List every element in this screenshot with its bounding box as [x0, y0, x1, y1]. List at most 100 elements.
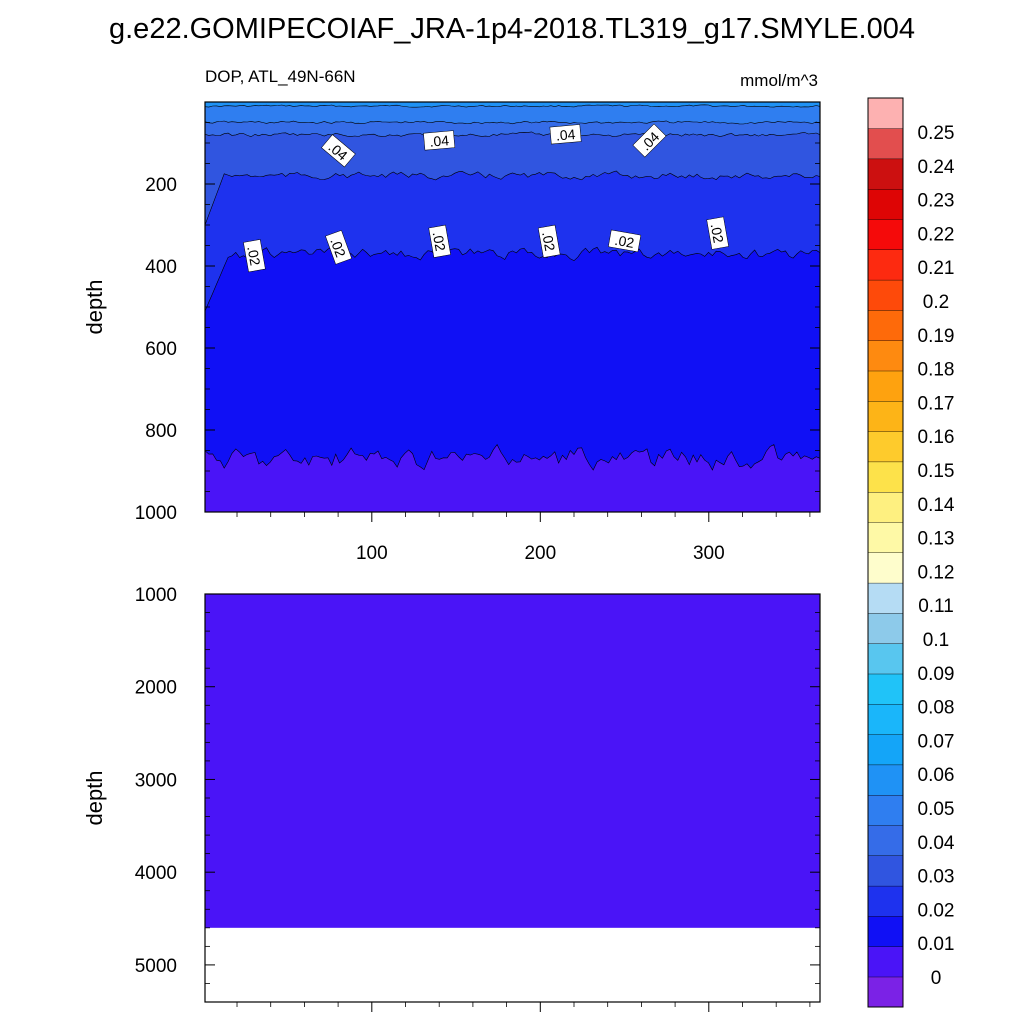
deep-ocean-fill	[205, 594, 820, 928]
colorbar-swatch	[867, 552, 904, 584]
svg-text:.02: .02	[614, 232, 636, 251]
y-tick-label: 1000	[135, 503, 177, 524]
variable-label: DOP, ATL_49N-66N	[205, 67, 356, 86]
colorbar-label: 0.02	[918, 900, 955, 921]
colorbar-swatch	[867, 431, 904, 463]
colorbar-swatch	[867, 249, 904, 281]
colorbar-label: 0.22	[918, 224, 955, 245]
colorbar-label: 0.07	[918, 731, 955, 752]
svg-text:.02: .02	[430, 230, 449, 252]
x-tick-label: 100	[356, 543, 388, 564]
lower-panel-fill	[205, 594, 820, 928]
contour-band-0.055	[205, 102, 820, 124]
y-tick-label: 5000	[135, 956, 177, 977]
colorbar-swatch	[867, 612, 904, 644]
colorbar-swatch	[867, 188, 904, 220]
colorbar-swatch	[867, 764, 904, 796]
x-tick-label: 300	[693, 543, 725, 564]
colorbar-swatch	[867, 976, 904, 1008]
contour-line-0.04	[204, 131, 821, 138]
upper-panel-contour-fills	[205, 102, 820, 512]
colorbar-label: 0.08	[918, 698, 955, 719]
lower-panel-axes: 1000 2000 3000 4000 5000	[135, 585, 820, 1012]
colorbar-swatch	[867, 794, 904, 826]
colorbar-label: 0	[931, 968, 942, 989]
contour-line-0.03	[204, 170, 821, 226]
colorbar-label: 0.16	[918, 427, 955, 448]
contour-line-0.05	[204, 120, 821, 125]
colorbar-label: 0.23	[918, 191, 955, 212]
colorbar-label: 0.24	[918, 157, 955, 178]
svg-text:.04: .04	[555, 126, 576, 144]
colorbar-label: 0.03	[918, 867, 955, 888]
colorbar-swatch	[867, 370, 904, 402]
colorbar-label: 0.14	[918, 495, 955, 516]
contour-line-0.01	[204, 444, 821, 471]
colorbar-swatch	[867, 340, 904, 372]
svg-text:.02: .02	[708, 222, 727, 244]
contour-label: .02	[537, 224, 561, 258]
upper-panel-contour-labels: .04.04.04.04.02.02.02.02.02.02	[243, 123, 729, 273]
colorbar-swatch	[867, 97, 904, 129]
colorbar-label: 0.19	[918, 326, 955, 347]
colorbar-label: 0.12	[918, 562, 955, 583]
y-tick-label: 4000	[135, 863, 177, 884]
svg-text:.02: .02	[539, 230, 558, 252]
x-tick-label: 200	[524, 543, 556, 564]
colorbar-swatch	[867, 218, 904, 250]
colorbar-swatch	[867, 279, 904, 311]
lower-depth-panel: 1000 2000 3000 4000 5000 depth	[82, 585, 821, 1012]
y-tick-label: 200	[145, 175, 177, 196]
colorbar-swatch	[867, 915, 904, 947]
colorbar-label: 0.15	[918, 461, 955, 482]
units-label: mmol/m^3	[740, 71, 818, 90]
contour-label: .02	[706, 216, 729, 250]
colorbar-swatch	[867, 491, 904, 523]
colorbar-label: 0.2	[923, 292, 949, 313]
y-tick-label: 800	[145, 421, 177, 442]
colorbar-swatch	[867, 673, 904, 705]
colorbar-swatch	[867, 855, 904, 887]
upper-depth-panel: .04.04.04.04.02.02.02.02.02.02 200400600…	[82, 101, 821, 564]
colorbar-label: 0.17	[918, 393, 955, 414]
colorbar-swatch	[867, 309, 904, 341]
colorbar-swatch	[867, 703, 904, 735]
colorbar-label: 0.25	[918, 123, 955, 144]
colorbar-swatch	[867, 825, 904, 857]
colorbar-swatch	[867, 946, 904, 978]
colorbar-swatch	[867, 400, 904, 432]
y-tick-label: 1000	[135, 585, 177, 606]
svg-text:.02: .02	[244, 245, 263, 267]
colorbar-label: 0.21	[918, 258, 955, 279]
colorbar-label: 0.11	[918, 596, 954, 617]
upper-y-axis-label: depth	[82, 279, 107, 334]
chart-title: g.e22.GOMIPECOIAF_JRA-1p4-2018.TL319_g17…	[109, 13, 915, 45]
contour-label: .02	[243, 239, 266, 273]
y-tick-label: 400	[145, 257, 177, 278]
colorbar-label: 0.01	[918, 934, 955, 955]
contour-label: .04	[321, 134, 356, 168]
colorbar-label: 0.04	[918, 833, 955, 854]
colorbar-label: 0.09	[918, 664, 955, 685]
colorbar-swatch	[867, 128, 904, 160]
contour-label: .02	[608, 229, 642, 253]
colorbar-swatch	[867, 461, 904, 493]
shallow-edge-blob	[213, 594, 235, 601]
colorbar-label: 0.06	[918, 765, 955, 786]
contour-label: .04	[423, 130, 456, 151]
y-tick-label: 3000	[135, 770, 177, 791]
colorbar-swatch	[867, 734, 904, 766]
y-tick-label: 600	[145, 339, 177, 360]
lower-y-axis-label: depth	[82, 770, 107, 825]
colorbar-label: 0.13	[918, 529, 955, 550]
colorbar-label: 0.1	[923, 630, 949, 651]
contour-band-0	[205, 444, 820, 512]
contour-label: .04	[549, 124, 582, 145]
colorbar-swatch	[867, 643, 904, 675]
y-tick-label: 2000	[135, 678, 177, 699]
colorbar-label: 0.18	[918, 360, 955, 381]
colorbar-swatch	[867, 522, 904, 554]
contour-label: .02	[325, 230, 353, 265]
